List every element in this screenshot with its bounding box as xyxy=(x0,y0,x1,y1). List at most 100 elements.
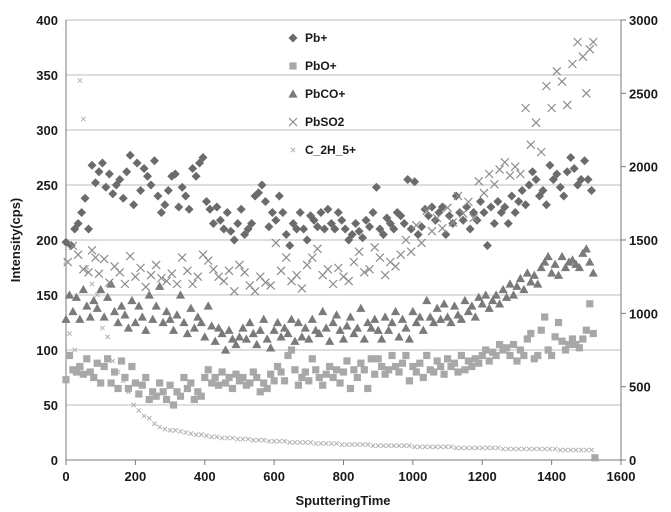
data-point-1-153 xyxy=(591,454,599,462)
data-point-2-42 xyxy=(207,321,217,330)
legend-marker-0 xyxy=(288,33,298,43)
data-point-0-74 xyxy=(319,224,329,234)
data-point-3-29 xyxy=(208,264,218,274)
legend-label-3: PbSO2 xyxy=(305,115,345,129)
data-point-3-96 xyxy=(557,77,567,87)
data-point-3-67 xyxy=(406,247,416,257)
data-point-3-102 xyxy=(585,44,595,54)
data-point-0-119 xyxy=(476,197,486,206)
data-point-0-132 xyxy=(521,200,531,210)
data-point-4-32 xyxy=(224,435,230,441)
data-point-1-1 xyxy=(65,351,74,360)
data-point-4-88 xyxy=(516,446,522,452)
data-point-2-141 xyxy=(550,259,560,268)
data-point-0-33 xyxy=(177,182,187,192)
data-point-1-104 xyxy=(423,351,431,360)
data-point-2-61 xyxy=(272,317,283,327)
data-point-4-58 xyxy=(360,442,366,448)
data-point-4-9 xyxy=(105,334,111,340)
data-point-4-12 xyxy=(120,378,126,384)
gridlines xyxy=(66,19,621,406)
data-point-2-110 xyxy=(442,312,453,321)
data-point-0-121 xyxy=(482,241,492,250)
data-point-0-43 xyxy=(212,202,222,212)
data-point-0-64 xyxy=(285,241,295,250)
data-point-0-13 xyxy=(108,189,118,199)
data-point-4-67 xyxy=(406,443,412,449)
data-point-3-98 xyxy=(568,59,577,69)
data-point-4-63 xyxy=(386,443,392,449)
y2-tick-label-2000: 2000 xyxy=(629,160,658,175)
data-point-2-84 xyxy=(352,323,362,332)
data-point-1-148 xyxy=(575,344,583,352)
data-point-1-70 xyxy=(305,377,313,385)
data-point-2-112 xyxy=(449,301,460,310)
data-point-2-14 xyxy=(109,306,120,316)
data-point-3-48 xyxy=(307,253,317,263)
data-point-4-92 xyxy=(536,446,543,452)
data-point-1-114 xyxy=(457,351,466,360)
data-point-4-0 xyxy=(63,259,69,265)
data-point-0-4 xyxy=(77,208,87,217)
data-point-2-136 xyxy=(533,279,543,288)
data-point-2-74 xyxy=(318,306,328,316)
data-point-0-145 xyxy=(566,153,576,162)
x-axis-title: SputteringTime xyxy=(295,493,390,508)
data-point-0-17 xyxy=(122,167,132,177)
data-point-0-61 xyxy=(274,191,284,201)
data-point-1-102 xyxy=(416,359,424,367)
y-tick-label-100: 100 xyxy=(36,343,58,358)
data-point-1-71 xyxy=(308,355,316,363)
data-point-1-48 xyxy=(228,384,237,393)
x-tick-label-800: 800 xyxy=(333,469,355,484)
data-point-4-72 xyxy=(432,444,438,450)
x-tick-label-400: 400 xyxy=(194,469,216,484)
data-point-1-146 xyxy=(568,335,577,343)
data-point-4-4 xyxy=(80,116,86,122)
y-tick-label-250: 250 xyxy=(36,178,58,193)
data-point-3-2 xyxy=(73,250,83,260)
data-point-2-99 xyxy=(404,334,415,343)
data-point-1-94 xyxy=(388,351,396,360)
data-point-0-39 xyxy=(198,153,208,162)
data-point-3-9 xyxy=(104,278,114,287)
data-point-0-120 xyxy=(479,208,489,217)
data-point-1-51 xyxy=(239,373,247,382)
data-point-2-129 xyxy=(508,290,519,299)
data-point-1-23 xyxy=(142,373,150,382)
data-point-4-80 xyxy=(474,445,480,451)
data-point-2-40 xyxy=(200,332,210,341)
data-point-0-72 xyxy=(312,222,322,232)
data-point-1-85 xyxy=(357,359,365,367)
data-point-4-93 xyxy=(542,446,548,452)
data-point-3-90 xyxy=(526,140,536,150)
data-point-1-4 xyxy=(76,362,84,371)
data-point-2-143 xyxy=(557,251,567,261)
data-point-0-131 xyxy=(517,186,527,195)
y-tick-label-0: 0 xyxy=(51,453,58,468)
data-point-0-12 xyxy=(104,169,114,179)
data-point-2-135 xyxy=(529,270,539,279)
data-point-1-27 xyxy=(156,379,164,387)
data-point-4-18 xyxy=(151,421,158,427)
data-point-2-85 xyxy=(356,303,366,312)
data-point-2-103 xyxy=(418,325,428,334)
data-point-1-142 xyxy=(554,318,563,327)
data-point-1-150 xyxy=(582,326,590,334)
data-point-1-31 xyxy=(169,401,178,409)
data-point-4-75 xyxy=(448,444,454,450)
data-point-0-75 xyxy=(323,204,333,214)
data-point-3-34 xyxy=(235,260,244,270)
data-point-2-67 xyxy=(293,317,304,327)
data-point-1-143 xyxy=(558,337,566,345)
data-point-1-68 xyxy=(298,373,306,382)
data-point-2-8 xyxy=(89,295,99,305)
data-point-2-60 xyxy=(269,325,279,334)
data-point-0-55 xyxy=(254,188,264,198)
data-point-3-21 xyxy=(167,269,177,279)
data-point-1-144 xyxy=(561,346,570,354)
series-3 xyxy=(63,37,598,296)
data-point-2-115 xyxy=(460,295,470,305)
data-point-3-77 xyxy=(458,209,468,219)
data-point-1-72 xyxy=(312,366,320,374)
